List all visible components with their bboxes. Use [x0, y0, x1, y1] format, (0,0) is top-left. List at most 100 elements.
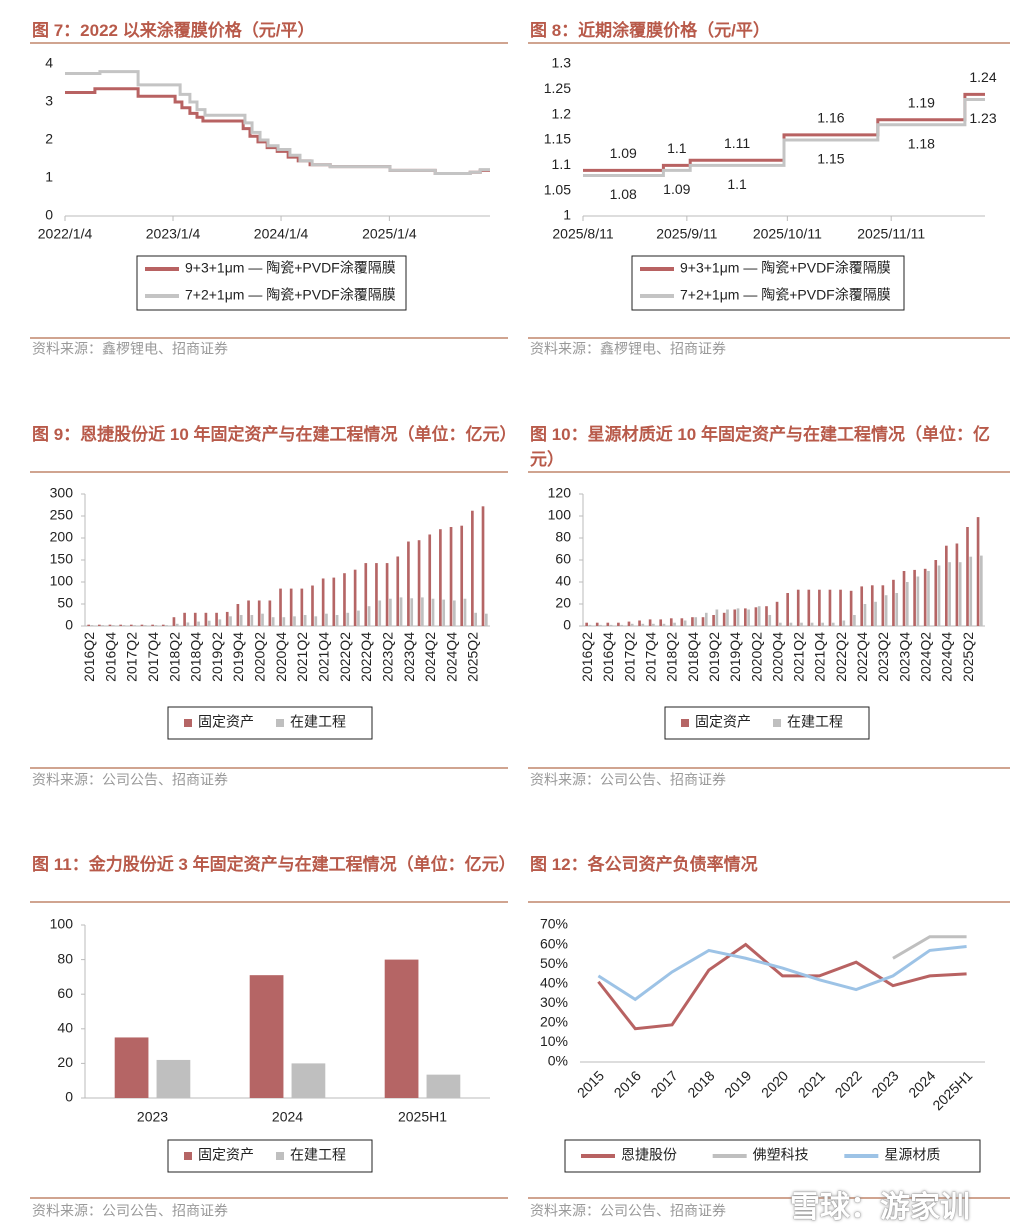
bar	[796, 589, 800, 626]
x-tick-label: 2020Q2	[748, 632, 764, 682]
bar	[303, 615, 307, 626]
bar	[172, 617, 176, 626]
bar	[945, 545, 948, 626]
y-tick-label: 80	[57, 950, 73, 966]
bar	[268, 600, 272, 626]
x-tick-label: 2017Q2	[124, 632, 140, 682]
legend-label: 佛塑科技	[753, 1147, 809, 1163]
y-tick-label: 100	[50, 573, 74, 589]
bar	[421, 597, 424, 626]
bar	[627, 621, 631, 626]
bar	[225, 611, 229, 626]
bar	[976, 517, 980, 626]
legend-label: 7+2+1μm — 陶瓷+PVDF涂覆隔膜	[680, 287, 891, 303]
bar	[691, 617, 694, 626]
y-tick-label: 0	[65, 1089, 73, 1105]
x-tick-label: 2019Q4	[727, 632, 743, 682]
bar	[218, 619, 222, 626]
x-tick-label: 2022Q4	[358, 632, 374, 682]
bar	[958, 562, 962, 626]
bar	[853, 615, 856, 626]
bar	[800, 622, 803, 626]
y-tick-label: 1	[563, 207, 571, 223]
bar	[913, 569, 916, 626]
y-tick-label: 30%	[540, 994, 568, 1010]
bar	[325, 613, 328, 626]
bar	[335, 615, 339, 626]
bar	[744, 608, 747, 626]
bar	[417, 540, 421, 626]
bar	[197, 621, 200, 626]
bar	[239, 615, 243, 626]
bar	[683, 620, 687, 626]
x-tick-label: 2020	[758, 1067, 791, 1100]
bar	[701, 617, 705, 626]
y-tick-label: 20	[555, 595, 571, 611]
legend-label: 恩捷股份	[621, 1147, 677, 1163]
bar	[122, 625, 126, 626]
x-tick-label: 2025H1	[929, 1067, 975, 1113]
bar	[282, 617, 286, 626]
bar	[662, 623, 666, 626]
bar	[630, 623, 634, 626]
bar	[860, 586, 864, 626]
x-tick-label: 2025/9/11	[656, 226, 717, 242]
watermark: 雪球：游家训	[790, 1191, 970, 1224]
bar	[378, 600, 382, 626]
x-tick-label: 2025/1/4	[362, 226, 417, 242]
bar	[606, 622, 610, 626]
bar	[215, 612, 218, 626]
x-tick-label: 2015	[574, 1067, 607, 1100]
bar	[474, 612, 477, 626]
bar	[726, 609, 729, 626]
y-tick-label: 40	[555, 573, 571, 589]
bar	[786, 593, 789, 626]
chart-title: 图 11：金力股份近 3 年固定资产与在建工程情况（单位：亿元）	[32, 855, 516, 874]
legend-swatch	[276, 719, 284, 727]
y-tick-label: 1.3	[552, 55, 572, 71]
series-line	[597, 942, 967, 1031]
bar	[140, 624, 144, 626]
bar	[704, 612, 708, 626]
y-tick-label: 4	[45, 55, 53, 71]
x-tick-label: 2016Q2	[81, 632, 97, 682]
bar	[129, 624, 133, 626]
legend-swatch	[773, 719, 781, 727]
bar	[810, 622, 814, 626]
y-tick-label: 150	[50, 551, 74, 567]
x-tick-label: 2022Q4	[854, 632, 870, 682]
y-tick-label: 1.05	[544, 181, 571, 197]
bar	[779, 622, 782, 626]
bar	[585, 622, 588, 626]
bar	[831, 622, 835, 626]
bar	[279, 588, 282, 626]
data-label: 1.09	[663, 181, 690, 197]
bar	[271, 617, 275, 626]
source: 资料来源：公司公告、招商证券	[32, 1203, 228, 1219]
x-tick-label: 2017	[647, 1067, 680, 1100]
y-tick-label: 1.25	[544, 80, 571, 96]
bar	[754, 607, 758, 626]
bar	[673, 622, 676, 626]
bar	[881, 585, 885, 626]
x-tick-label: 2021Q4	[316, 632, 332, 682]
x-tick-label: 2020Q4	[769, 632, 785, 682]
y-tick-label: 2	[45, 131, 53, 147]
bar	[439, 529, 442, 626]
y-tick-label: 1.2	[552, 105, 572, 121]
bar	[842, 620, 846, 626]
x-tick-label: 2020Q2	[252, 632, 268, 682]
x-tick-label: 2021Q2	[294, 632, 310, 682]
bar	[969, 556, 973, 626]
bar	[375, 563, 378, 626]
legend-label: 在建工程	[290, 1147, 346, 1163]
bar	[249, 975, 284, 1098]
bar	[396, 556, 400, 626]
y-tick-label: 80	[555, 529, 571, 545]
bar	[250, 615, 254, 626]
bar	[449, 527, 453, 626]
bar	[638, 620, 641, 626]
legend-box	[136, 255, 407, 311]
bar	[98, 624, 101, 626]
bar	[87, 624, 91, 626]
